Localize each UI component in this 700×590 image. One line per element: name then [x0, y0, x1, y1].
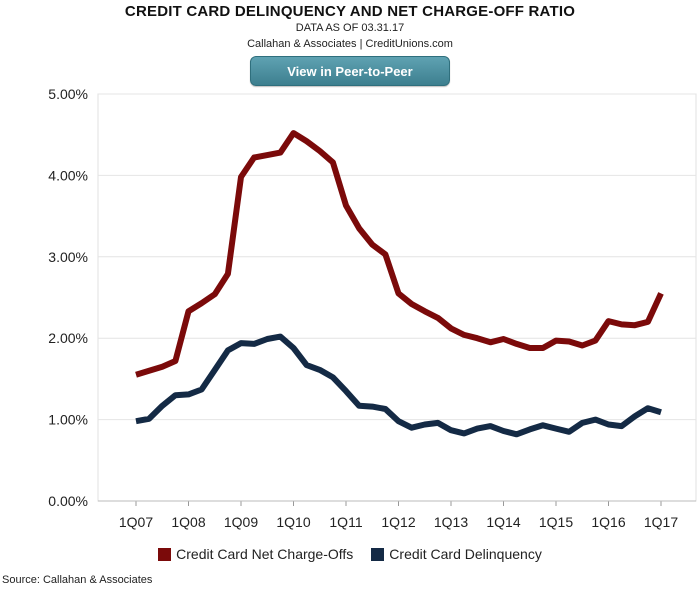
- x-tick-label: 1Q17: [644, 514, 678, 530]
- legend-item-chargeoffs[interactable]: Credit Card Net Charge-Offs: [158, 546, 353, 562]
- plot-area-border: [97, 93, 697, 502]
- x-tick-label: 1Q07: [119, 514, 153, 530]
- y-tick-label: 0.00%: [48, 493, 88, 509]
- legend-label-delinquency: Credit Card Delinquency: [389, 546, 542, 562]
- x-tick-label: 1Q16: [591, 514, 625, 530]
- y-tick-label: 5.00%: [48, 86, 88, 102]
- y-tick-label: 1.00%: [48, 412, 88, 428]
- y-tick-label: 2.00%: [48, 330, 88, 346]
- legend-item-delinquency[interactable]: Credit Card Delinquency: [371, 546, 542, 562]
- x-tick-label: 1Q14: [486, 514, 520, 530]
- legend-label-chargeoffs: Credit Card Net Charge-Offs: [176, 546, 354, 562]
- x-tick-label: 1Q08: [171, 514, 205, 530]
- x-tick-label: 1Q13: [434, 514, 468, 530]
- y-tick-label: 3.00%: [48, 249, 88, 265]
- source-credit-subtitle: Callahan & Associates | CreditUnions.com: [247, 38, 453, 50]
- source-note: Source: Callahan & Associates: [2, 574, 153, 586]
- chart-title: CREDIT CARD DELINQUENCY AND NET CHARGE-O…: [124, 3, 576, 20]
- x-tick-label: 1Q12: [381, 514, 415, 530]
- legend-swatch-delinquency: [371, 547, 385, 561]
- x-tick-label: 1Q11: [329, 514, 362, 530]
- series-line-chargeoffs: [135, 130, 664, 378]
- legend-swatch-chargeoffs: [158, 547, 172, 561]
- series-line-delinquency: [135, 333, 662, 438]
- data-date-subtitle: DATA AS OF 03.31.17: [295, 22, 405, 34]
- y-tick-label: 4.00%: [48, 167, 88, 183]
- view-in-peer-to-peer-button[interactable]: View in Peer-to-Peer: [250, 56, 450, 86]
- chart-legend: Credit Card Net Charge-Offs Credit Card …: [0, 546, 700, 562]
- x-tick-label: 1Q10: [276, 514, 310, 530]
- x-tick-label: 1Q15: [539, 514, 573, 530]
- x-tick-label: 1Q09: [224, 514, 258, 530]
